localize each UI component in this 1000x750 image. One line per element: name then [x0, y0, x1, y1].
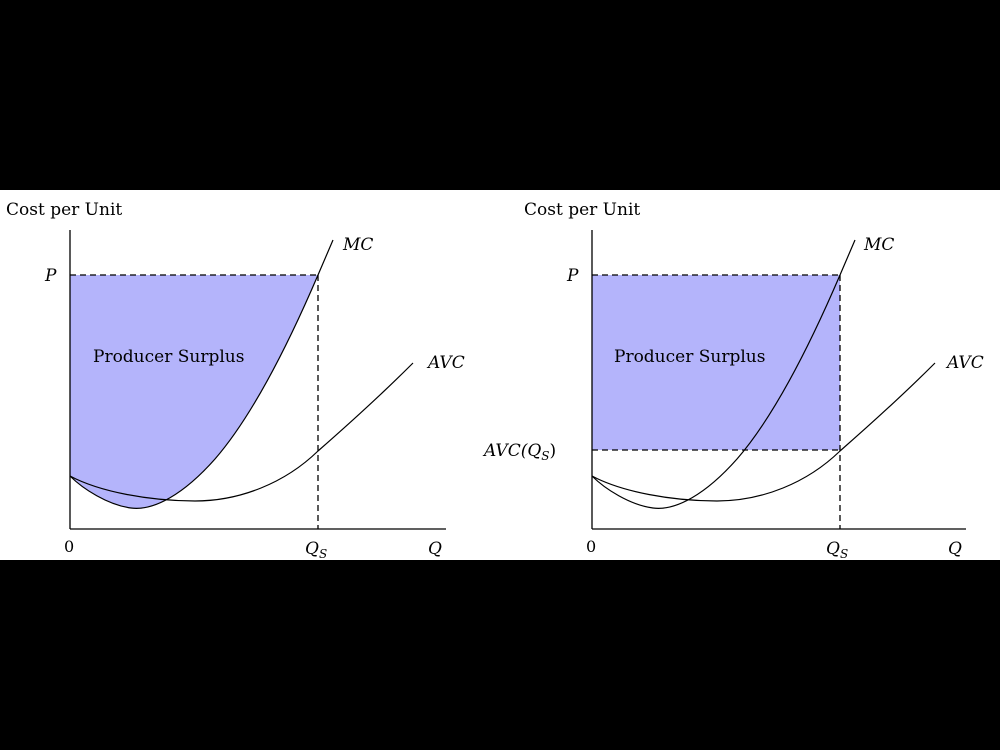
- qs-label: QS: [826, 539, 848, 561]
- qs-label: QS: [305, 539, 327, 561]
- avc-qs-label: AVC(QS): [482, 441, 556, 463]
- qs-letter: Q: [305, 539, 319, 559]
- mc-curve: [591, 239, 856, 509]
- price-label: P: [44, 266, 57, 286]
- right-diagram: Cost per Unit P Producer Surplus AVC(QS)…: [482, 200, 984, 561]
- avc-qs-text: AVC(Q: [482, 441, 541, 461]
- qs-letter: Q: [826, 539, 840, 559]
- mc-label: MC: [342, 235, 373, 255]
- mc-label: MC: [863, 235, 894, 255]
- avc-label: AVC: [945, 353, 984, 373]
- y-axis-label: Cost per Unit: [524, 200, 640, 220]
- left-diagram: Cost per Unit P Producer Surplus MC AVC …: [6, 200, 465, 561]
- x-axis-label: Q: [428, 539, 442, 559]
- origin-label: 0: [64, 537, 74, 556]
- mc-curve: [69, 239, 334, 509]
- surplus-label: Producer Surplus: [93, 347, 244, 367]
- avc-qs-close: ): [550, 441, 557, 461]
- avc-label: AVC: [426, 353, 465, 373]
- avc-curve: [591, 362, 936, 502]
- x-axis-label: Q: [948, 539, 962, 559]
- producer-surplus-area: [70, 275, 318, 509]
- origin-label: 0: [586, 537, 596, 556]
- surplus-label: Producer Surplus: [614, 347, 765, 367]
- qs-subscript: S: [319, 547, 327, 561]
- avc-curve: [69, 362, 414, 502]
- y-axis-label: Cost per Unit: [6, 200, 122, 220]
- qs-subscript: S: [840, 547, 848, 561]
- avc-qs-subscript: S: [541, 449, 549, 463]
- price-label: P: [566, 266, 579, 286]
